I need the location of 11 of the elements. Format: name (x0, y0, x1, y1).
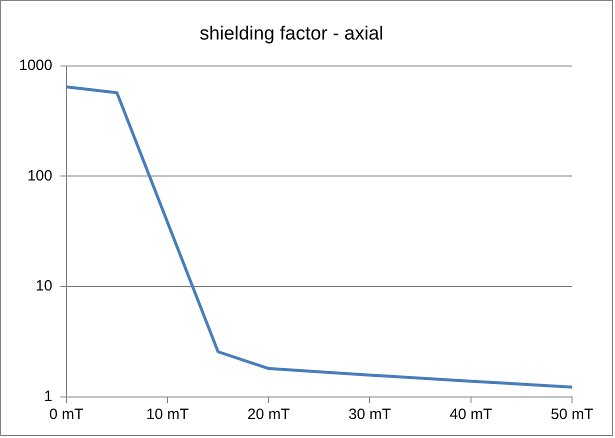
x-tick-label: 10 mT (146, 406, 189, 424)
y-tick-label: 1 (44, 388, 52, 406)
x-tick-label: 0 mT (49, 406, 84, 424)
chart-title: shielding factor - axial (200, 24, 384, 45)
x-tick-label: 50 mT (550, 406, 594, 424)
x-tick-label: 30 mT (348, 406, 392, 424)
x-tick-label: 20 mT (247, 406, 290, 424)
x-tick-label: 40 mT (450, 406, 492, 424)
y-tick-label: 10 (36, 278, 52, 295)
y-tick-label: 100 (27, 167, 52, 184)
y-tick-label: 1000 (18, 56, 52, 74)
